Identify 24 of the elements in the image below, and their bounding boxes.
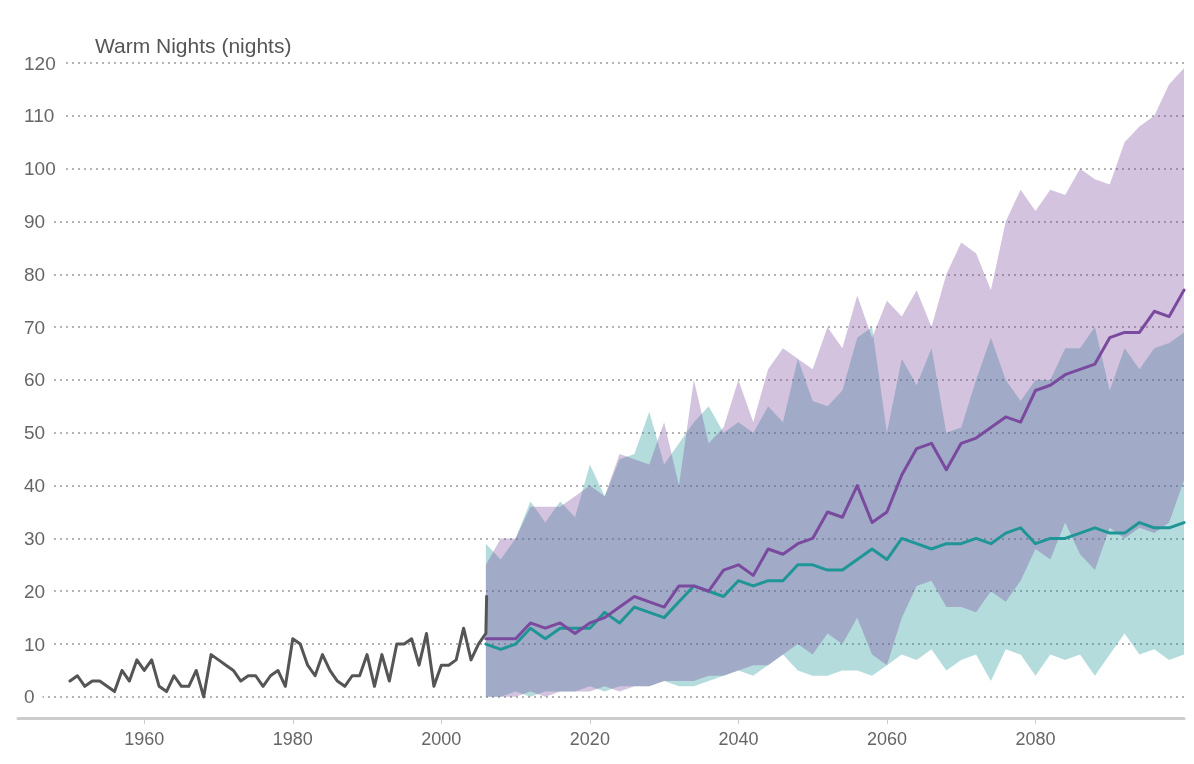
y-tick-label: 110 [24, 105, 55, 127]
y-tick-label: 0 [24, 686, 35, 708]
x-tick-label: 2080 [1015, 729, 1056, 749]
line-series [68, 595, 489, 699]
y-tick-label: 120 [24, 52, 56, 74]
y-tick-label: 80 [24, 263, 46, 285]
y-tick-label: 50 [24, 422, 46, 444]
y-tick-label: 60 [24, 369, 46, 391]
y-axis-title: Warm Nights (nights) [95, 34, 292, 57]
x-tick-label: 2040 [718, 729, 759, 749]
x-tick-label: 2020 [569, 729, 610, 749]
y-tick-label: 40 [24, 475, 46, 497]
y-tick-label: 90 [24, 210, 46, 232]
line-series [484, 288, 1186, 641]
x-tick-label: 2000 [421, 729, 462, 749]
y-tick-label: 20 [24, 580, 46, 602]
y-tick-label: 70 [24, 316, 46, 338]
x-tick-label: 2060 [866, 729, 907, 749]
line-series [484, 521, 1186, 651]
y-tick-label: 30 [24, 527, 46, 549]
y-tick-label: 100 [24, 158, 56, 180]
x-tick-label: 1980 [272, 729, 313, 749]
x-tick-label: 1960 [124, 729, 165, 749]
y-tick-label: 10 [24, 633, 46, 655]
